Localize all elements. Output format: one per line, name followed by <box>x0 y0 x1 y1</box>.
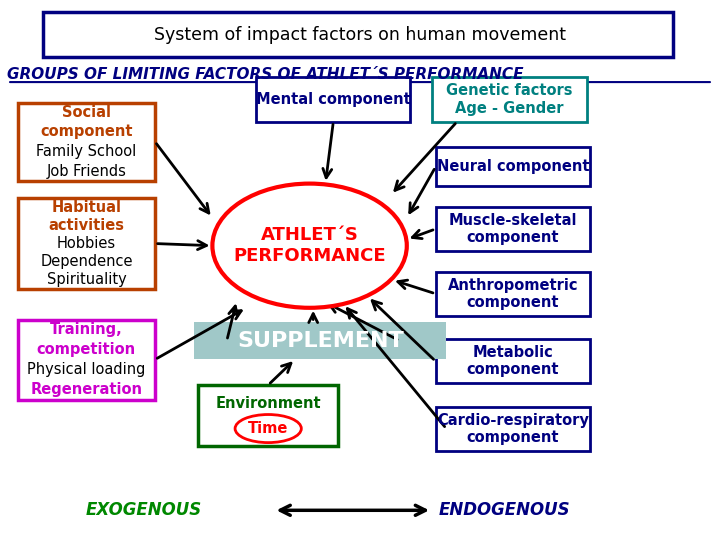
Text: Job Friends: Job Friends <box>47 164 126 179</box>
FancyBboxPatch shape <box>18 320 155 400</box>
Text: SUPPLEMENT: SUPPLEMENT <box>237 330 404 351</box>
Ellipse shape <box>212 184 407 308</box>
FancyBboxPatch shape <box>436 272 590 316</box>
FancyBboxPatch shape <box>198 385 338 446</box>
Text: Regeneration: Regeneration <box>30 382 143 397</box>
Text: System of impact factors on human movement: System of impact factors on human moveme… <box>154 25 566 44</box>
FancyBboxPatch shape <box>18 103 155 181</box>
Text: Habitual: Habitual <box>51 200 122 215</box>
Text: ENDOGENOUS: ENDOGENOUS <box>438 501 570 519</box>
FancyBboxPatch shape <box>436 407 590 451</box>
Text: GROUPS OF LIMITING FACTORS OF ATHLET´S PERFORMANCE: GROUPS OF LIMITING FACTORS OF ATHLET´S P… <box>7 67 523 82</box>
Text: competition: competition <box>37 342 136 357</box>
Text: Environment: Environment <box>215 396 321 410</box>
Text: component: component <box>40 124 132 139</box>
Text: ATHLET´S
PERFORMANCE: ATHLET´S PERFORMANCE <box>233 226 386 265</box>
FancyBboxPatch shape <box>194 322 446 359</box>
Text: Time: Time <box>248 421 289 436</box>
FancyBboxPatch shape <box>436 147 590 186</box>
Text: Training,: Training, <box>50 322 123 337</box>
Text: Physical loading: Physical loading <box>27 362 145 377</box>
Text: Social: Social <box>62 105 111 120</box>
Text: Cardio-respiratory
component: Cardio-respiratory component <box>437 413 589 445</box>
Text: Spirituality: Spirituality <box>47 272 126 287</box>
Text: Mental component: Mental component <box>256 92 410 107</box>
FancyBboxPatch shape <box>18 198 155 289</box>
FancyBboxPatch shape <box>436 207 590 251</box>
Text: Hobbies: Hobbies <box>57 236 116 251</box>
FancyBboxPatch shape <box>436 339 590 383</box>
Text: EXOGENOUS: EXOGENOUS <box>86 501 202 519</box>
FancyBboxPatch shape <box>432 77 587 122</box>
FancyBboxPatch shape <box>256 77 410 122</box>
Text: Genetic factors
Age - Gender: Genetic factors Age - Gender <box>446 83 572 116</box>
Text: Metabolic
component: Metabolic component <box>467 345 559 377</box>
Text: activities: activities <box>48 218 125 233</box>
FancyBboxPatch shape <box>43 12 673 57</box>
Text: Dependence: Dependence <box>40 254 132 269</box>
Text: Neural component: Neural component <box>437 159 589 174</box>
Ellipse shape <box>235 415 302 443</box>
Text: Anthropometric
component: Anthropometric component <box>448 278 578 310</box>
Text: Family School: Family School <box>36 144 137 159</box>
Text: Muscle-skeletal
component: Muscle-skeletal component <box>449 213 577 245</box>
